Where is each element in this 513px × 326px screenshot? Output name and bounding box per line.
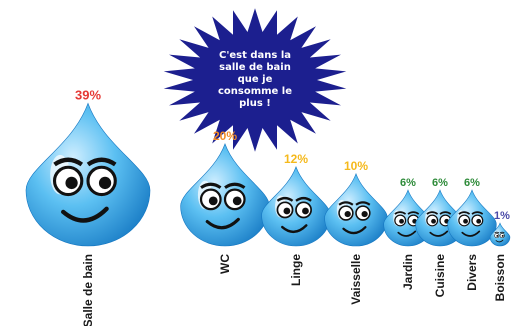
smile	[61, 206, 109, 223]
starburst-shape	[163, 8, 347, 152]
pupil	[302, 207, 309, 215]
value-label: 6%	[432, 177, 448, 189]
eyebrow	[338, 201, 354, 206]
category-label: Divers	[465, 254, 479, 291]
drop-group: 39% Salle de bain	[25, 87, 151, 326]
pupil	[463, 218, 468, 224]
callout-line-1: C'est dans la	[219, 50, 291, 61]
eyebrow	[200, 182, 222, 189]
pupil	[283, 207, 291, 215]
pupil	[501, 234, 504, 237]
value-label: 6%	[400, 177, 416, 189]
eyebrow	[426, 211, 439, 215]
smile	[205, 217, 240, 230]
callout-line-3: que je	[238, 74, 273, 85]
value-label: 1%	[494, 210, 510, 222]
pupil	[496, 234, 499, 237]
eyebrow	[407, 211, 420, 215]
pupil	[344, 210, 351, 218]
smile	[397, 230, 417, 237]
smile	[429, 230, 449, 237]
category-label: Vaisselle	[349, 254, 363, 305]
category-label: Jardin	[401, 254, 415, 290]
eyebrow	[471, 211, 484, 215]
eyebrow	[86, 157, 117, 167]
eyebrow	[295, 196, 312, 202]
pupil	[98, 176, 112, 190]
eyebrow	[499, 231, 505, 234]
pupil	[232, 196, 242, 206]
category-label: Cuisine	[433, 254, 447, 298]
category-label: Linge	[289, 254, 303, 286]
callout-line-2: salle de bain	[219, 62, 291, 73]
eyebrow	[394, 211, 407, 215]
drop-group: 20% WC	[180, 129, 270, 274]
category-label: WC	[218, 254, 232, 274]
category-label: Boisson	[493, 254, 507, 301]
pupil	[431, 218, 436, 224]
drop-group: 6% Divers	[447, 177, 497, 291]
eyebrow	[458, 211, 471, 215]
smile	[461, 230, 481, 237]
smile	[495, 239, 504, 243]
pupil	[208, 196, 218, 206]
pupil	[476, 218, 482, 224]
eyebrow	[494, 231, 500, 234]
eyebrow	[355, 201, 371, 206]
smile	[342, 226, 367, 235]
drops-layer: 39% Salle de bain 20% WC 12% Linge 10% Vaissell…	[25, 87, 511, 326]
callout-line-5: plus !	[239, 98, 271, 109]
eyebrow	[224, 182, 246, 189]
callout-line-4: consomme le	[218, 86, 292, 97]
eyebrow	[439, 211, 452, 215]
category-label: Salle de bain	[81, 254, 95, 326]
value-label: 39%	[75, 87, 101, 102]
pupil	[361, 210, 368, 218]
pupil	[65, 176, 78, 190]
drop-group: 1% Boisson	[489, 210, 511, 301]
value-label: 12%	[284, 152, 308, 166]
eyebrow	[53, 157, 84, 167]
smile	[281, 224, 308, 234]
drop-group: 10% Vaisselle	[324, 159, 388, 305]
drop-group: 12% Linge	[261, 152, 331, 286]
value-label: 6%	[464, 177, 480, 189]
eyebrow	[276, 196, 294, 202]
value-label: 20%	[213, 129, 237, 143]
pupil	[399, 218, 404, 224]
value-label: 10%	[344, 159, 368, 173]
callout-starburst: C'est dans la salle de bain que je conso…	[163, 8, 347, 152]
